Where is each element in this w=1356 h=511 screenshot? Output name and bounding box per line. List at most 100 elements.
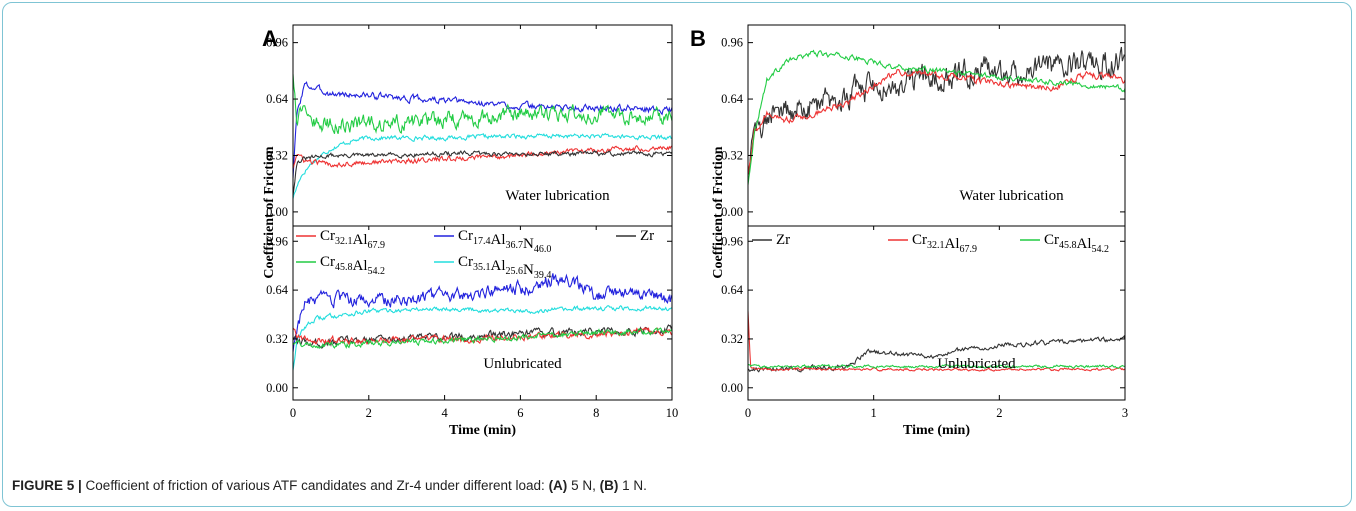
y-tick-label: 0.32: [721, 148, 743, 162]
series-line-zr-b1: [748, 46, 1125, 175]
y-tick-label: 0.64: [721, 283, 744, 297]
panel-letter-b: B: [690, 26, 706, 51]
legend-subscript: 36.7: [506, 240, 524, 251]
legend-subscript: 67.9: [368, 240, 386, 251]
y-tick-label: 0.96: [721, 36, 743, 50]
y-tick-label: 0.32: [266, 332, 288, 346]
series-line-cr32-b2: [748, 311, 1125, 372]
subplot-annotation: Unlubricated: [937, 356, 1016, 372]
legend-label-cr35: Cr35.1Al25.6N39.4: [458, 254, 551, 281]
plot-frame: [292, 24, 673, 227]
series-line-cr45-a2: [293, 327, 672, 349]
y-tick-label: 0.96: [721, 234, 743, 248]
caption-part-b: (B): [599, 478, 619, 493]
y-tick-label: 0.64: [721, 92, 744, 106]
y-tick-label: 0.64: [266, 92, 289, 106]
y-tick-label: 0.00: [721, 205, 743, 219]
legend-element: Al: [491, 232, 506, 248]
legend-element: Al: [491, 258, 506, 274]
legend-subscript: 54.2: [368, 266, 386, 277]
caption-text-1: Coefficient of friction of various ATF c…: [81, 478, 549, 493]
legend-subscript: 54.2: [1092, 244, 1110, 255]
legend-element: Cr: [320, 254, 335, 270]
series-line-zr-a2: [293, 324, 672, 349]
legend-subscript: 67.9: [960, 244, 978, 255]
subplot-a-1: 0.00 0.32 0.64 0.96 Water lubrication: [266, 24, 673, 227]
x-tick-label: 4: [441, 406, 448, 420]
series-line-cr45-b2: [748, 363, 1125, 370]
x-tick-label: 1: [871, 406, 877, 420]
legend-subscript: 17.4: [473, 236, 491, 247]
legend-subscript: 46.0: [534, 244, 552, 255]
legend-element: Cr: [458, 228, 473, 244]
plot-frame: [747, 225, 1126, 401]
y-tick-label: 0.32: [721, 332, 743, 346]
x-axis-label: Time (min): [903, 423, 970, 438]
legend-label-cr45: Cr45.8Al54.2: [320, 254, 385, 277]
y-axis-label: Coefficient of Friction: [262, 146, 277, 278]
caption-text-3: 1 N.: [618, 478, 647, 493]
caption-text-2: 5 N,: [567, 478, 600, 493]
series-line-cr17-a1: [293, 81, 672, 179]
x-tick-label: 2: [996, 406, 1002, 420]
y-tick-label: 0.00: [266, 205, 288, 219]
y-tick-label: 0.00: [266, 381, 288, 395]
subplot-a-2: 0.00 0.32 0.64 0.96 Unlubricated 0 2 4 6 8 10: [266, 225, 679, 420]
subplot-b-2: 0.00 0.32 0.64 0.96 Unlubricated 0 1 2 3: [721, 225, 1128, 420]
legend-element: Al: [1077, 236, 1092, 252]
legend-subscript: 25.6: [506, 266, 524, 277]
series-line-cr35-a2: [293, 305, 672, 371]
legend-element: N: [523, 262, 534, 278]
legend-element: Zr: [640, 228, 654, 244]
legend-element: Al: [945, 236, 960, 252]
legend-subscript: 45.8: [335, 262, 353, 273]
legend: Cr32.1Al67.9Cr17.4Al36.7N46.0ZrCr45.8Al5…: [296, 228, 654, 281]
legend-element: Cr: [320, 228, 335, 244]
subplot-annotation: Water lubrication: [959, 188, 1064, 204]
x-axis-label: Time (min): [449, 423, 516, 438]
legend-element: Zr: [776, 232, 790, 248]
caption-part-a: (A): [548, 478, 568, 493]
series-line-cr35-a1: [293, 132, 672, 199]
legend-label-cr17: Cr17.4Al36.7N46.0: [458, 228, 551, 255]
series-line-cr32-b1: [748, 68, 1125, 177]
legend-subscript: 39.4: [534, 270, 552, 281]
plot-frame: [292, 225, 673, 401]
series-line-zr-a1: [293, 150, 672, 196]
legend-element: Al: [353, 258, 368, 274]
x-tick-label: 2: [366, 406, 372, 420]
legend-element: Cr: [1044, 232, 1059, 248]
y-axis-label: Coefficient of Friction: [711, 146, 726, 278]
plot-frame: [747, 24, 1126, 227]
figure-caption: FIGURE 5 | Coefficient of friction of va…: [12, 478, 1342, 493]
caption-figure-label: FIGURE 5 |: [12, 478, 82, 493]
legend-subscript: 32.1: [927, 240, 945, 251]
y-tick-label: 0.64: [266, 283, 289, 297]
y-tick-label: 0.96: [266, 234, 288, 248]
legend-element: N: [523, 236, 534, 252]
x-tick-label: 8: [593, 406, 599, 420]
x-tick-label: 6: [517, 406, 523, 420]
subplot-annotation: Unlubricated: [483, 356, 562, 372]
series-line-cr17-a2: [293, 273, 672, 353]
legend-label-cr32: Cr32.1Al67.9: [320, 228, 385, 251]
subplot-annotation: Water lubrication: [505, 188, 610, 204]
x-tick-label: 10: [666, 406, 679, 420]
legend-label-cr32: Cr32.1Al67.9: [912, 232, 977, 255]
y-tick-label: 0.00: [721, 381, 743, 395]
series-line-cr45-b1: [748, 49, 1125, 185]
x-tick-label: 3: [1122, 406, 1128, 420]
subplot-b-1: 0.00 0.32 0.64 0.96 Water lubrication: [721, 24, 1126, 227]
legend-subscript: 45.8: [1059, 240, 1077, 251]
panel-letter-a: A: [262, 26, 278, 51]
series-line-cr45-a1: [293, 74, 672, 134]
y-tick-label: 0.96: [266, 36, 288, 50]
legend-element: Cr: [912, 232, 927, 248]
x-tick-label: 0: [745, 406, 751, 420]
chart-panel-a: A 0.00 0.32 0.64 0.96 Water lubrication 0.00 0.…: [262, 24, 679, 438]
legend-label-zr: Zr: [776, 232, 790, 248]
